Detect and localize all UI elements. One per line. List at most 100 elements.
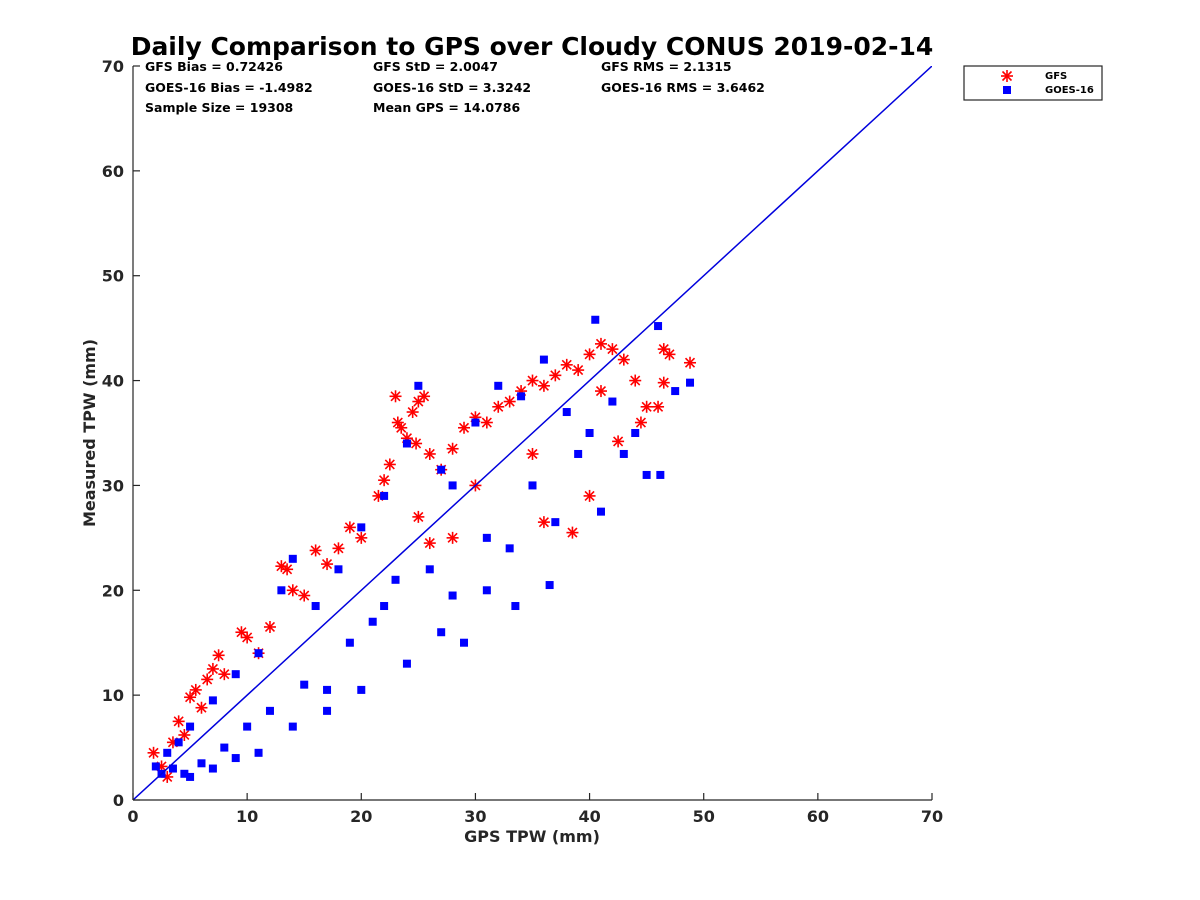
- goes16-point: [528, 481, 537, 490]
- gfs-point: [492, 400, 505, 413]
- gfs-point: [526, 374, 539, 387]
- goes16-point: [545, 581, 554, 590]
- goes16-point: [482, 533, 491, 542]
- x-tick-label: 60: [807, 807, 829, 826]
- x-tick-label: 30: [464, 807, 486, 826]
- gfs-point: [395, 421, 408, 434]
- gfs-point: [629, 374, 642, 387]
- gfs-point: [206, 662, 219, 675]
- gfs-point: [309, 544, 322, 557]
- gfs-point: [503, 395, 516, 408]
- stat-sample-size: Sample Size = 19308: [145, 100, 293, 115]
- gfs-point: [195, 701, 208, 714]
- gfs-point: [594, 385, 607, 398]
- goes16-point: [574, 449, 583, 458]
- y-tick-label: 60: [102, 162, 124, 181]
- goes16-point: [254, 649, 263, 658]
- goes16-point: [180, 769, 189, 778]
- gfs-point: [652, 400, 665, 413]
- gfs-point: [418, 390, 431, 403]
- goes16-point: [562, 408, 571, 417]
- goes16-point: [186, 772, 195, 781]
- goes16-point: [511, 602, 520, 611]
- goes16-point: [174, 738, 183, 747]
- y-tick-label: 10: [102, 686, 124, 705]
- goes16-point: [254, 748, 263, 757]
- gfs-point: [458, 421, 471, 434]
- goes16-point: [671, 387, 680, 396]
- goes16-point: [197, 759, 206, 768]
- goes16-point: [505, 544, 514, 553]
- goes16-point: [642, 470, 651, 479]
- gfs-point: [184, 691, 197, 704]
- goes16-point: [168, 764, 177, 773]
- gfs-point: [446, 442, 459, 455]
- gfs-series: [147, 337, 697, 783]
- gfs-point: [389, 390, 402, 403]
- gfs-point: [241, 631, 254, 644]
- axes: 0 10 20 30 40 50 60 70 0 10 20 30 40 50 60 70: [102, 57, 943, 826]
- goes16-point: [425, 565, 434, 574]
- goes16-point: [380, 602, 389, 611]
- goes16-point: [591, 315, 600, 324]
- goes16-point: [151, 762, 160, 771]
- goes16-point: [551, 518, 560, 527]
- goes16-point: [619, 449, 628, 458]
- gfs-point: [412, 510, 425, 523]
- x-ticks: 0 10 20 30 40 50 60 70: [127, 793, 943, 826]
- gfs-point: [566, 526, 579, 539]
- x-tick-label: 40: [578, 807, 600, 826]
- y-ticks: 0 10 20 30 40 50 60 70: [102, 57, 140, 810]
- goes16-point: [300, 680, 309, 689]
- goes16-point: [402, 439, 411, 448]
- gfs-point: [657, 376, 670, 389]
- stat-goes-rms: GOES-16 RMS = 3.6462: [601, 80, 765, 95]
- goes16-series: [151, 315, 695, 781]
- goes16-point: [231, 670, 240, 679]
- goes16-point: [656, 470, 665, 479]
- gfs-point: [218, 668, 231, 681]
- legend-gfs-label: GFS: [1045, 71, 1067, 82]
- x-tick-label: 20: [350, 807, 372, 826]
- gfs-point: [583, 348, 596, 361]
- legend-box: [963, 65, 1103, 101]
- gfs-point: [423, 447, 436, 460]
- gfs-point: [537, 379, 550, 392]
- x-tick-label: 50: [693, 807, 715, 826]
- gfs-point: [263, 620, 276, 633]
- goes16-point: [345, 638, 354, 647]
- goes16-point: [391, 575, 400, 584]
- stat-gfs-rms: GFS RMS = 2.1315: [601, 59, 732, 74]
- y-tick-label: 50: [102, 267, 124, 286]
- stat-mean-gps: Mean GPS = 14.0786: [373, 100, 520, 115]
- gfs-point: [583, 489, 596, 502]
- y-tick-label: 20: [102, 581, 124, 600]
- gfs-point: [286, 584, 299, 597]
- stat-gfs-std: GFS StD = 2.0047: [373, 59, 498, 74]
- gfs-point: [212, 649, 225, 662]
- goes16-point: [402, 659, 411, 668]
- stat-goes-std: GOES-16 StD = 3.3242: [373, 80, 531, 95]
- x-axis-label: GPS TPW (mm): [464, 827, 600, 846]
- goes16-point: [265, 706, 274, 715]
- goes16-point: [208, 764, 217, 773]
- y-tick-label: 70: [102, 57, 124, 76]
- x-tick-label: 10: [236, 807, 258, 826]
- goes16-point: [539, 355, 548, 364]
- gfs-point: [172, 715, 185, 728]
- goes16-point: [208, 696, 217, 705]
- goes16-point: [494, 381, 503, 390]
- goes16-point: [585, 429, 594, 437]
- one-to-one-line: [133, 66, 932, 800]
- gfs-point: [617, 353, 630, 366]
- gfs-point: [201, 673, 214, 686]
- x-tick-label: 0: [127, 807, 138, 826]
- goes16-point: [220, 743, 229, 752]
- goes16-point: [357, 523, 366, 532]
- goes16-point: [654, 322, 663, 331]
- goes16-point: [163, 748, 172, 757]
- chart-title: Daily Comparison to GPS over Cloudy CONU…: [131, 32, 934, 61]
- gfs-point: [189, 683, 202, 696]
- goes16-point: [631, 429, 640, 437]
